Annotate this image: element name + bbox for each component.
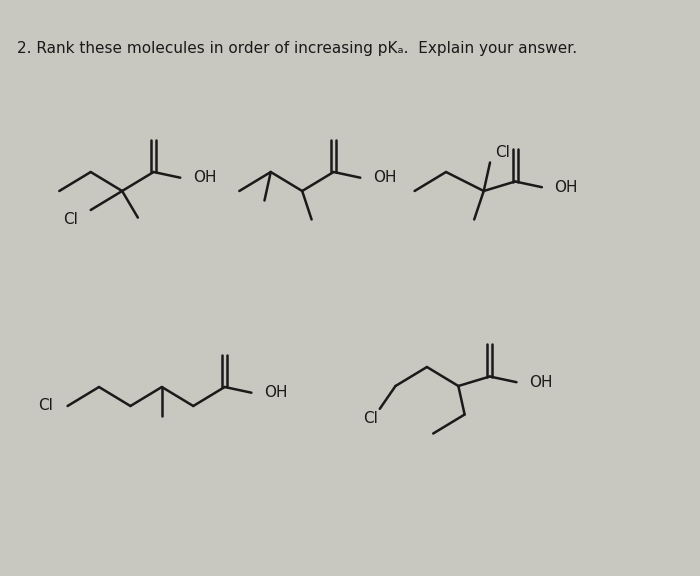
- Text: OH: OH: [372, 170, 396, 185]
- Text: OH: OH: [529, 375, 552, 390]
- Text: 2. Rank these molecules in order of increasing pKₐ.  Explain your answer.: 2. Rank these molecules in order of incr…: [18, 41, 578, 56]
- Text: Cl: Cl: [363, 411, 378, 426]
- Text: OH: OH: [193, 170, 216, 185]
- Text: OH: OH: [264, 385, 287, 400]
- Text: Cl: Cl: [495, 145, 510, 160]
- Text: OH: OH: [554, 180, 577, 195]
- Text: Cl: Cl: [38, 399, 53, 414]
- Text: Cl: Cl: [64, 213, 78, 228]
